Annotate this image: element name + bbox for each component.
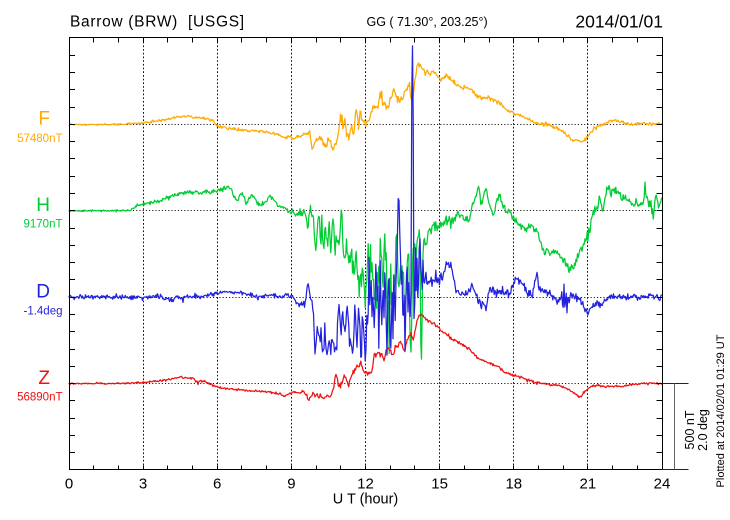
svg-text:Plotted at 2014/02/01 01:29 UT: Plotted at 2014/02/01 01:29 UT bbox=[715, 334, 727, 487]
svg-text:0: 0 bbox=[65, 476, 73, 493]
svg-text:U T (hour): U T (hour) bbox=[333, 492, 399, 508]
svg-text:-1.4deg: -1.4deg bbox=[23, 306, 62, 318]
svg-text:9170nT: 9170nT bbox=[23, 219, 62, 231]
svg-text:2014/01/01: 2014/01/01 bbox=[575, 12, 663, 32]
svg-text:18: 18 bbox=[505, 476, 522, 493]
svg-text:3: 3 bbox=[139, 476, 147, 493]
svg-text:2.0 deg: 2.0 deg bbox=[696, 409, 710, 451]
svg-text:12: 12 bbox=[357, 476, 374, 493]
svg-text:500 nT: 500 nT bbox=[683, 410, 697, 449]
svg-text:Barrow (BRW) [USGS]: Barrow (BRW) [USGS] bbox=[70, 14, 245, 31]
svg-text:21: 21 bbox=[580, 476, 597, 493]
svg-text:15: 15 bbox=[431, 476, 448, 493]
svg-text:GG ( 71.30°, 203.25°): GG ( 71.30°, 203.25°) bbox=[367, 15, 488, 29]
svg-text:24: 24 bbox=[654, 476, 671, 493]
svg-text:F: F bbox=[38, 109, 50, 130]
svg-text:H: H bbox=[36, 195, 50, 216]
svg-text:56890nT: 56890nT bbox=[17, 392, 62, 404]
svg-text:Z: Z bbox=[38, 368, 50, 389]
svg-text:9: 9 bbox=[287, 476, 295, 493]
svg-text:D: D bbox=[36, 281, 50, 302]
svg-text:6: 6 bbox=[213, 476, 221, 493]
svg-text:57480nT: 57480nT bbox=[17, 133, 62, 145]
